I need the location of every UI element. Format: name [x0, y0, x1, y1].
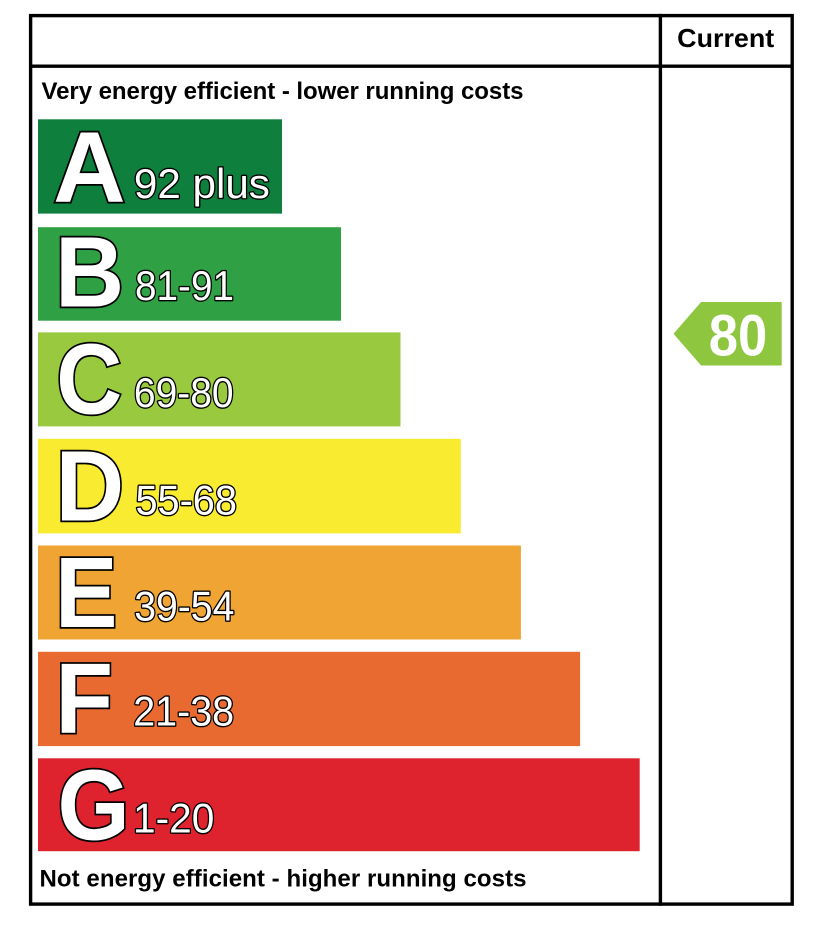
svg-text:Current: Current — [677, 23, 774, 53]
svg-text:B: B — [55, 217, 124, 329]
svg-text:39-54: 39-54 — [134, 583, 234, 630]
svg-text:80: 80 — [709, 304, 768, 369]
svg-text:81-91: 81-91 — [135, 262, 234, 309]
svg-text:A: A — [53, 112, 126, 224]
svg-text:Very energy efficient - lower: Very energy efficient - lower running co… — [42, 78, 524, 105]
svg-text:21-38: 21-38 — [133, 688, 234, 735]
svg-text:F: F — [55, 643, 113, 755]
svg-text:D: D — [56, 431, 125, 543]
svg-text:Not energy efficient - higher: Not energy efficient - higher running co… — [40, 866, 527, 893]
svg-text:92 plus: 92 plus — [134, 160, 270, 207]
svg-text:C: C — [56, 323, 122, 435]
svg-text:G: G — [58, 749, 130, 861]
svg-text:69-80: 69-80 — [134, 369, 234, 416]
svg-text:55-68: 55-68 — [136, 477, 237, 524]
svg-text:1-20: 1-20 — [133, 795, 214, 842]
svg-text:E: E — [55, 537, 118, 649]
